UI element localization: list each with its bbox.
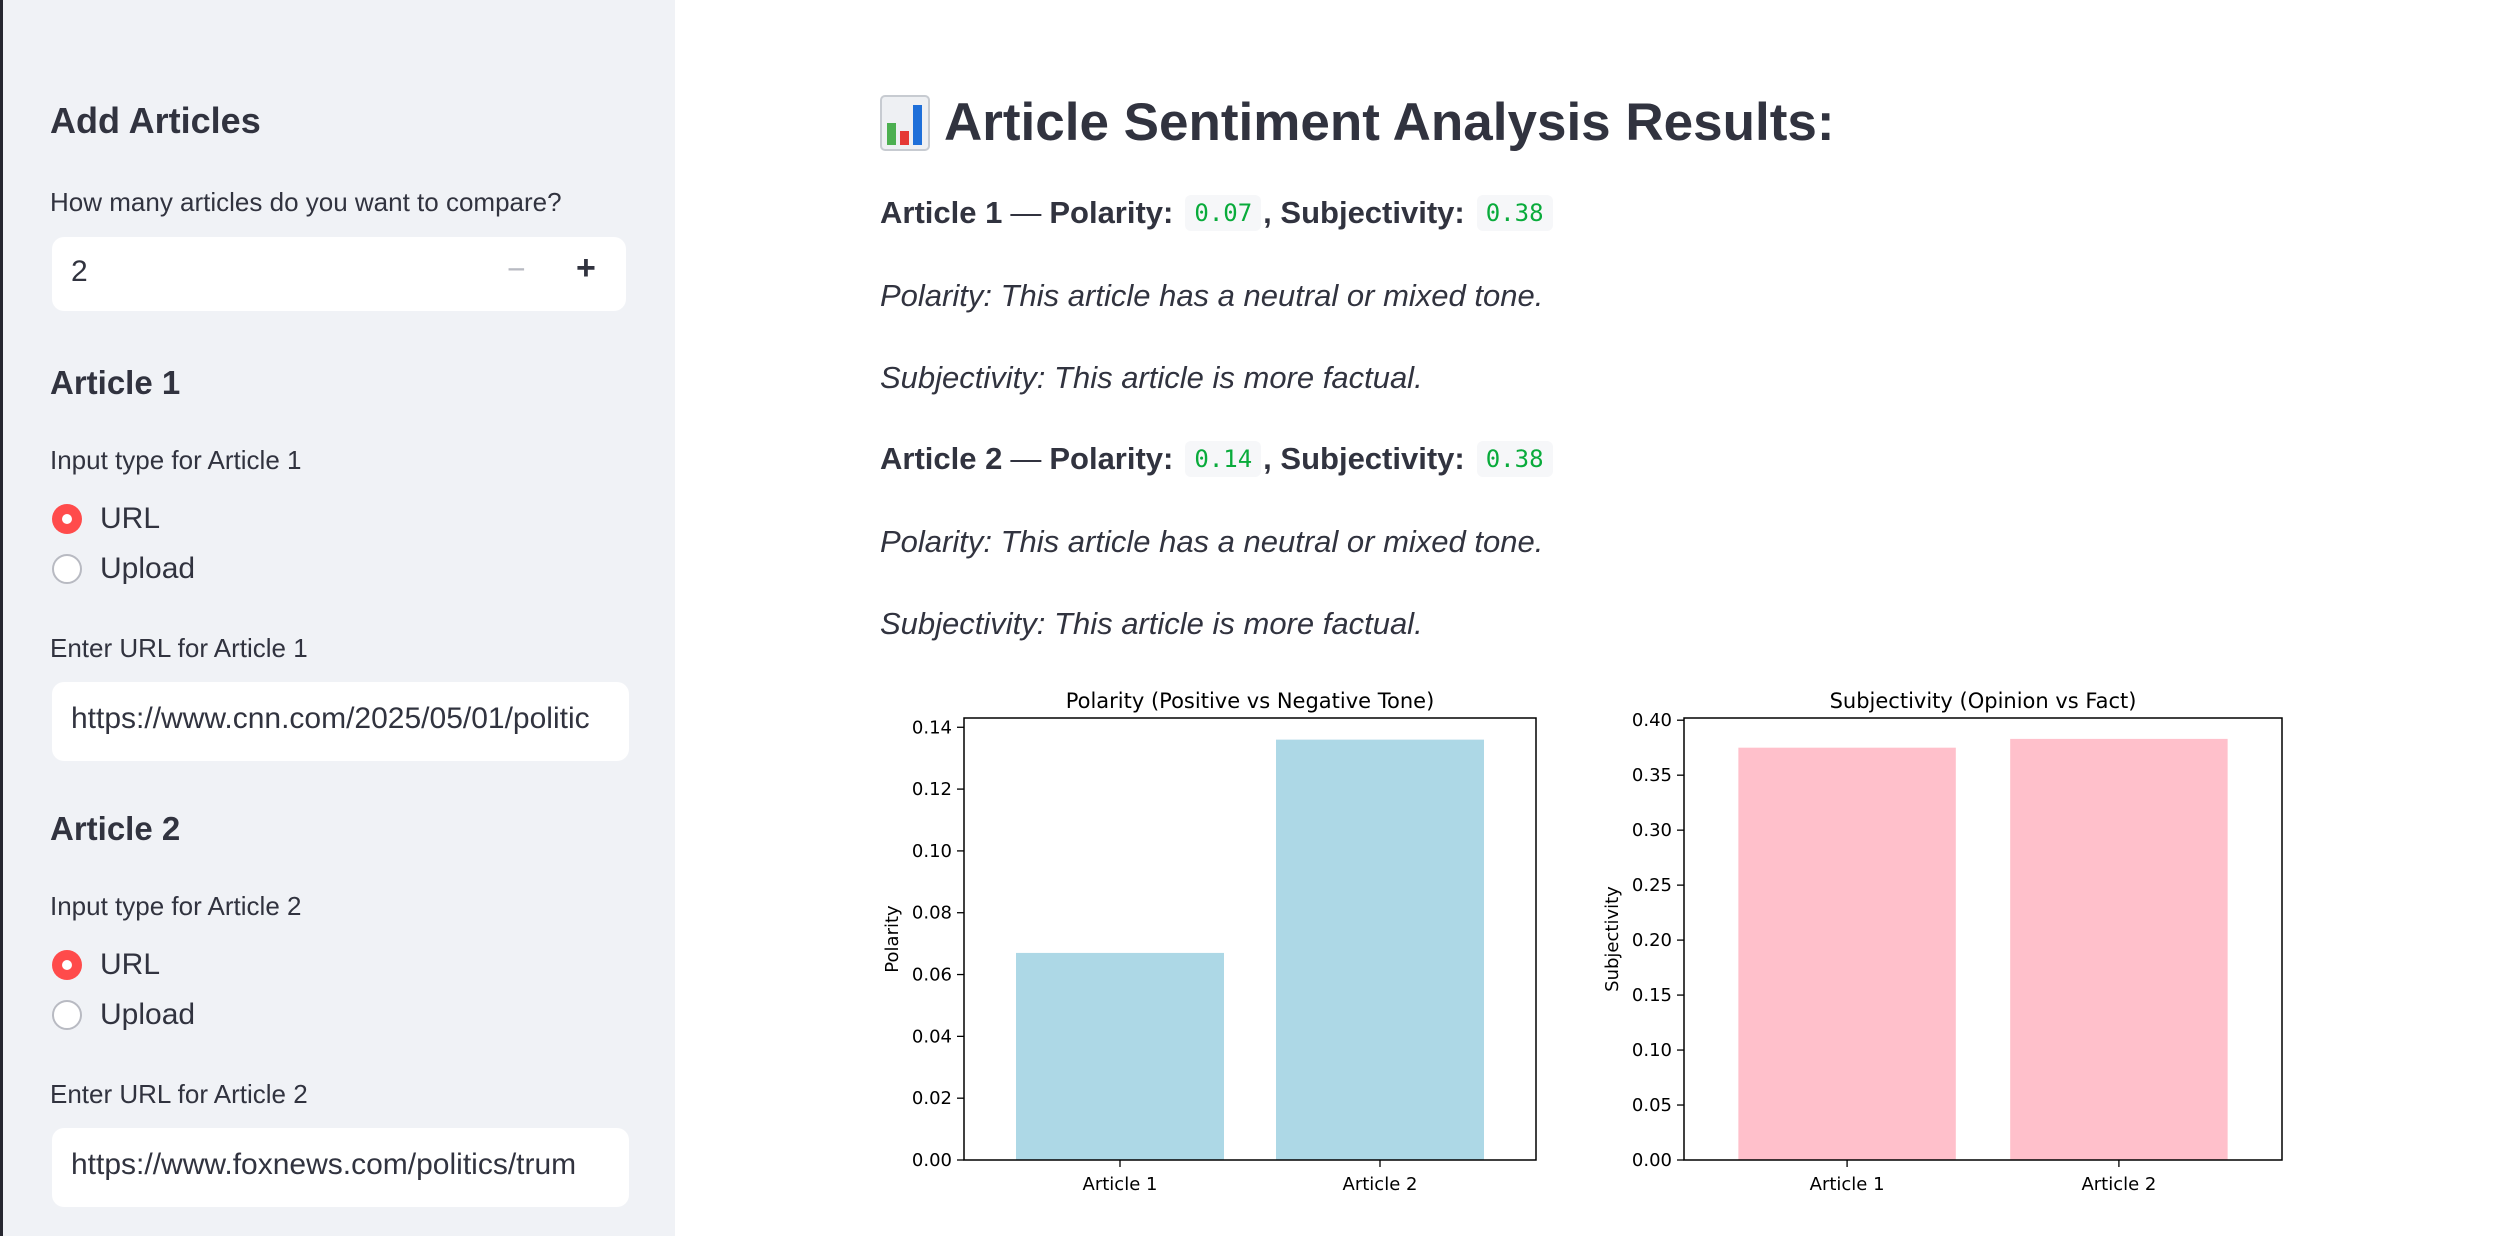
article-1-radio-url[interactable]: URL [52, 501, 160, 537]
article-name: Article 2 [880, 441, 1003, 476]
chart-2-y-tick-label: 0.30 [1632, 820, 1672, 841]
chart-1-x-tick-label: Article 1 [1083, 1174, 1158, 1195]
chart-2-title: Subjectivity (Opinion vs Fact) [1830, 689, 2137, 713]
chart-1-y-tick-label: 0.06 [912, 965, 952, 986]
radio-label: URL [100, 948, 161, 981]
chart-2-y-tick-label: 0.10 [1632, 1040, 1672, 1061]
radio-label: Upload [100, 552, 196, 585]
subjectivity-value: 0.38 [1476, 195, 1553, 231]
chart-2-bar [1738, 747, 1956, 1160]
article-2-url-label: Enter URL for Article 2 [50, 1079, 308, 1109]
polarity-label: Polarity: [1049, 195, 1174, 230]
chart-1-y-tick-label: 0.00 [912, 1150, 952, 1171]
chart-2-y-tick-label: 0.00 [1632, 1150, 1672, 1171]
polarity-label: Polarity: [1049, 441, 1174, 476]
page-title: Article Sentiment Analysis Results: [880, 92, 1834, 153]
polarity-value: 0.07 [1185, 195, 1262, 231]
article-2-scores: Article 2 — Polarity: 0.14 , Subjectivit… [880, 441, 1559, 477]
subjectivity-label: Subjectivity: [1280, 441, 1465, 476]
article-1-radio-upload[interactable]: Upload [52, 551, 195, 587]
increment-button[interactable]: + [576, 249, 596, 287]
radio-unselected-icon[interactable] [52, 554, 82, 584]
chart-1-y-tick-label: 0.12 [912, 779, 952, 800]
chart-1-x-tick-label: Article 2 [1343, 1174, 1418, 1195]
chart-1-bar [1276, 739, 1484, 1160]
radio-unselected-icon[interactable] [52, 1000, 82, 1030]
chart-2-bar [2010, 738, 2228, 1160]
article-1-subjectivity-text: Subjectivity: This article is more factu… [880, 360, 1423, 395]
chart-2-y-tick-label: 0.05 [1632, 1095, 1672, 1116]
radio-label: Upload [100, 998, 196, 1031]
article-1-input-type-label: Input type for Article 1 [50, 445, 302, 475]
article-count-input[interactable]: 2 − + [52, 237, 626, 311]
chart-2-y-tick-label: 0.35 [1632, 765, 1672, 786]
article-2-polarity-text: Polarity: This article has a neutral or … [880, 524, 1544, 559]
article-count-value[interactable]: 2 [71, 255, 88, 288]
radio-selected-icon[interactable] [52, 950, 82, 980]
chart-2-y-tick-label: 0.15 [1632, 985, 1672, 1006]
chart-2-y-tick-label: 0.40 [1632, 710, 1672, 731]
subjectivity-value: 0.38 [1476, 441, 1553, 477]
article-2-heading: Article 2 [50, 810, 181, 847]
sentiment-charts-figure: Polarity (Positive vs Negative Tone) Arti… [882, 689, 2283, 1195]
article-2-radio-url[interactable]: URL [52, 947, 160, 983]
article-1-url-input[interactable]: https://www.cnn.com/2025/05/01/politic [52, 682, 629, 761]
chart-1-title: Polarity (Positive vs Negative Tone) [1066, 689, 1435, 713]
radio-label: URL [100, 502, 161, 535]
dash: — [1010, 441, 1042, 476]
dash: — [1010, 195, 1042, 230]
chart-2-y-axis-label: Subjectivity [1602, 886, 1623, 992]
sidebar: Add Articles How many articles do you wa… [0, 0, 675, 1236]
chart-1-y-tick-label: 0.14 [912, 717, 952, 738]
chart-1-bar [1016, 952, 1224, 1160]
bar-chart-emoji-icon [880, 94, 930, 151]
radio-selected-icon[interactable] [52, 504, 82, 534]
article-1-url-label: Enter URL for Article 1 [50, 633, 308, 663]
article-2-url-input[interactable]: https://www.foxnews.com/politics/trum [52, 1128, 629, 1207]
chart-2-axes-frame [1683, 717, 2283, 1161]
chart-2-x-tick-label: Article 1 [1810, 1174, 1885, 1195]
chart-2-y-tick-label: 0.20 [1632, 930, 1672, 951]
chart-1-axes-frame [963, 717, 1537, 1161]
polarity-value: 0.14 [1185, 441, 1262, 477]
chart-1-y-tick-label: 0.04 [912, 1026, 952, 1047]
chart-2-y-tick-label: 0.25 [1632, 875, 1672, 896]
chart-1-y-tick-label: 0.10 [912, 841, 952, 862]
chart-1-y-axis-label: Polarity [882, 905, 903, 973]
decrement-button[interactable]: − [507, 251, 526, 287]
chart-2-x-tick-label: Article 2 [2081, 1174, 2156, 1195]
article-2-input-type-label: Input type for Article 2 [50, 891, 302, 921]
article-1-scores: Article 1 — Polarity: 0.07 , Subjectivit… [880, 195, 1559, 231]
article-1-heading: Article 1 [50, 364, 181, 401]
chart-1-y-tick-label: 0.08 [912, 903, 952, 924]
chart-1-y-tick-label: 0.02 [912, 1088, 952, 1109]
article-2-radio-upload[interactable]: Upload [52, 997, 195, 1033]
subjectivity-label: Subjectivity: [1280, 195, 1465, 230]
article-2-subjectivity-text: Subjectivity: This article is more factu… [880, 606, 1423, 641]
article-count-label: How many articles do you want to compare… [50, 187, 562, 217]
article-1-polarity-text: Polarity: This article has a neutral or … [880, 278, 1544, 313]
sidebar-title: Add Articles [50, 100, 261, 141]
page-title-text: Article Sentiment Analysis Results: [944, 93, 1835, 152]
article-name: Article 1 [880, 195, 1003, 230]
